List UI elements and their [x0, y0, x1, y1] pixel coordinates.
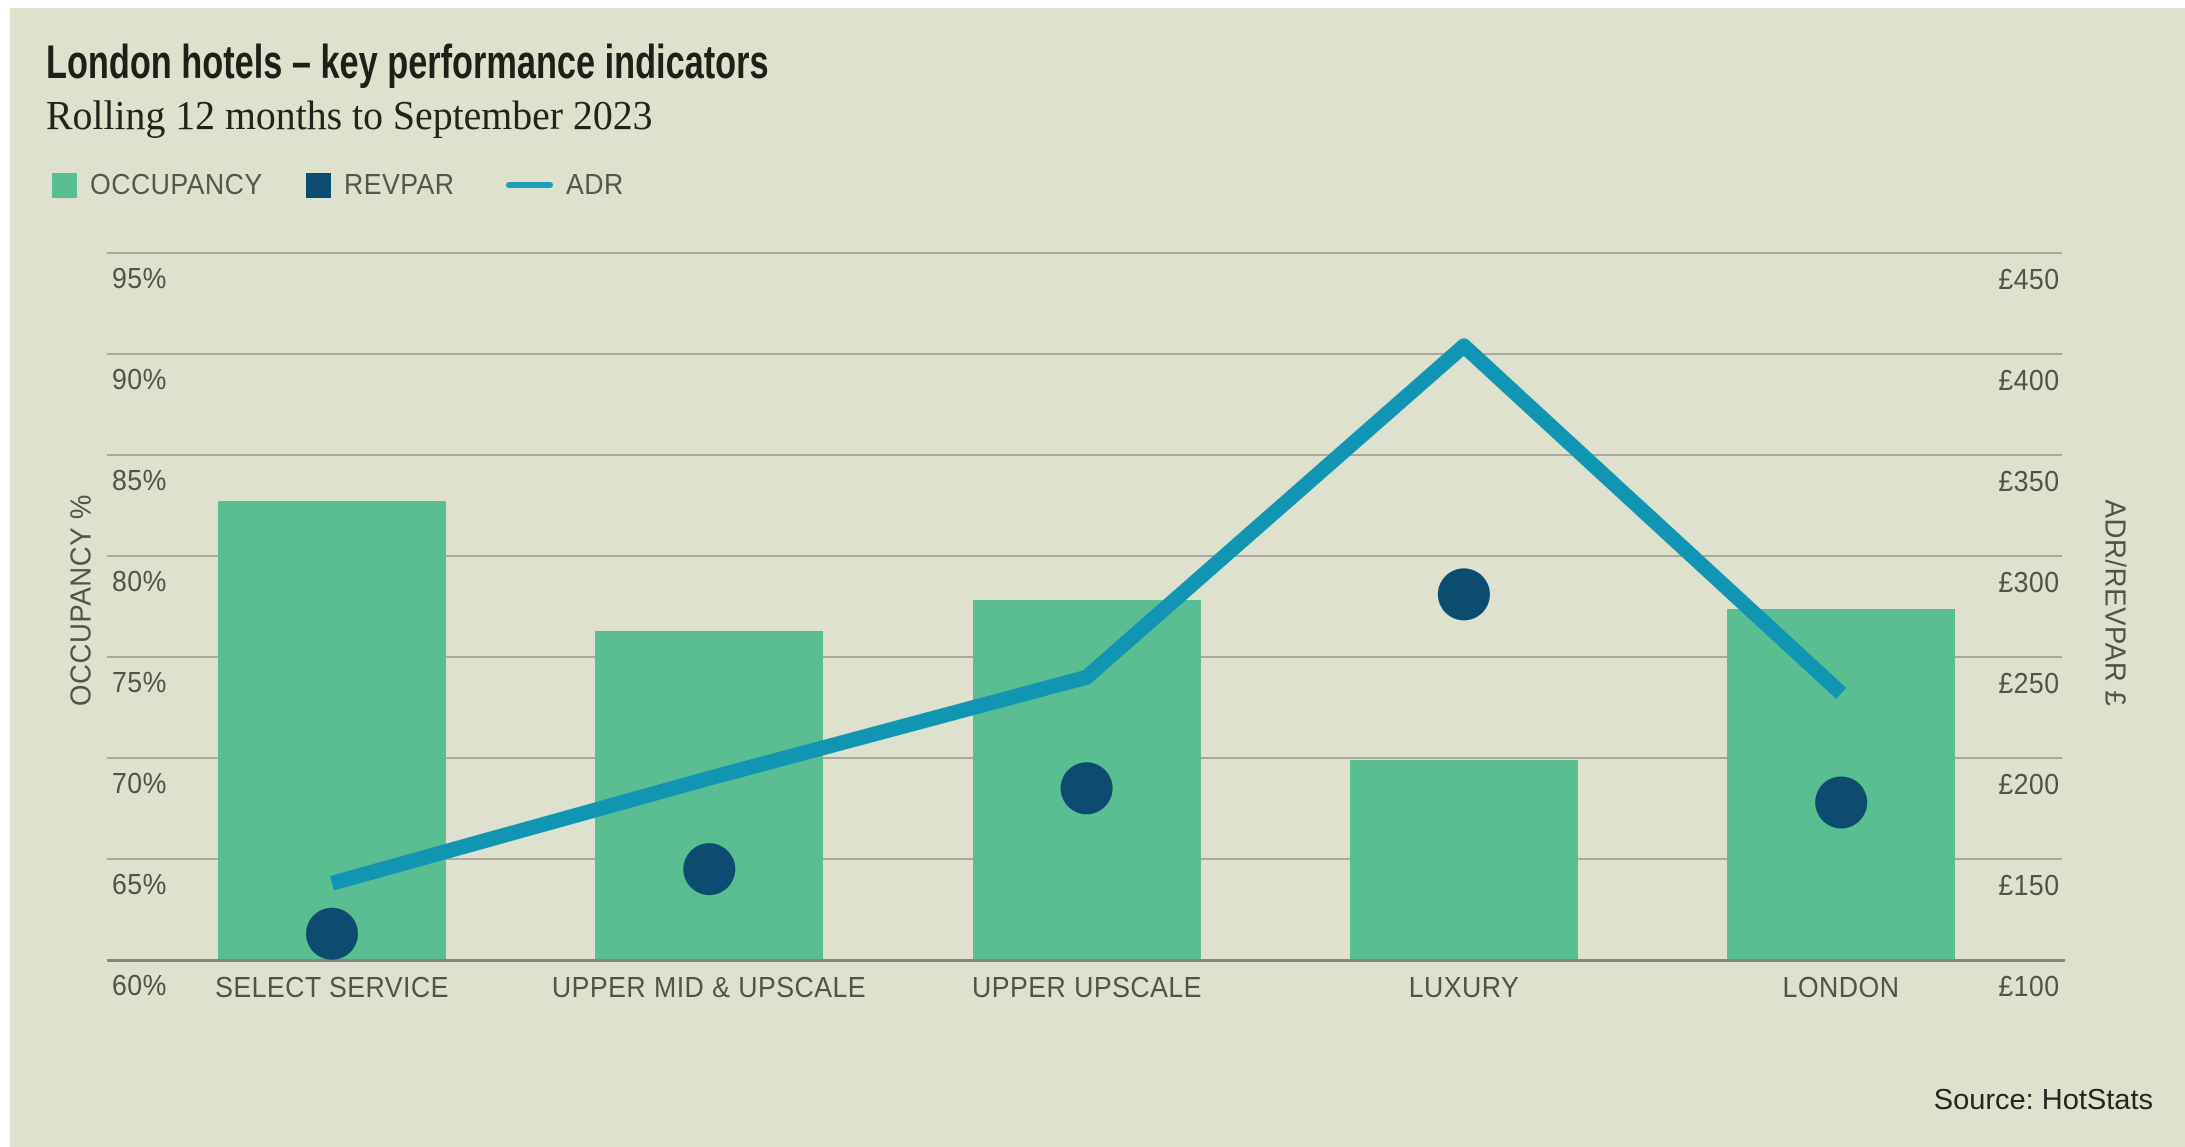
right-axis-tick: £100	[1998, 971, 2060, 1003]
right-axis-tick: £300	[1998, 567, 2060, 599]
legend-item-revpar: REVPAR	[305, 168, 464, 202]
revpar-dot	[683, 843, 736, 896]
right-axis-tick: £350	[1998, 466, 2060, 498]
left-axis-tick: 90%	[112, 364, 167, 396]
right-axis-tick: £250	[1998, 668, 2060, 700]
revpar-dot	[1060, 762, 1113, 815]
legend-label-occupancy: OCCUPANCY	[90, 168, 263, 201]
left-axis-tick: 95%	[112, 263, 167, 295]
source-note: Source: HotStats	[1933, 1084, 2153, 1116]
category-label: SELECT SERVICE	[215, 972, 449, 1004]
gridline	[107, 454, 2062, 456]
category-label: UPPER UPSCALE	[971, 972, 1202, 1004]
category-label: UPPER MID & UPSCALE	[552, 972, 867, 1004]
gridline	[107, 353, 2062, 355]
x-axis-line	[107, 959, 2065, 962]
chart-title: London hotels – key performance indicato…	[46, 35, 769, 88]
occupancy-swatch-icon	[52, 172, 77, 198]
gridline	[107, 555, 2062, 557]
left-axis-tick: 70%	[112, 768, 167, 800]
left-axis-tick: 85%	[112, 465, 167, 497]
left-axis-tick: 65%	[112, 869, 167, 901]
legend-label-adr: ADR	[565, 168, 624, 201]
right-axis-tick: £400	[1998, 365, 2060, 397]
category-label: LONDON	[1782, 972, 1900, 1004]
legend: OCCUPANCY REVPAR ADR	[52, 169, 629, 201]
left-axis-tick: 60%	[112, 970, 167, 1002]
category-label: LUXURY	[1408, 972, 1520, 1004]
occupancy-bar	[218, 501, 446, 960]
right-axis-tick: £150	[1998, 870, 2060, 902]
revpar-dot	[1437, 568, 1490, 621]
legend-item-occupancy: OCCUPANCY	[52, 169, 278, 202]
left-axis-tick: 80%	[112, 566, 167, 598]
adr-line-swatch-icon	[505, 182, 553, 188]
revpar-swatch-icon	[305, 172, 331, 198]
gridline	[107, 252, 2062, 254]
right-axis-tick: £450	[1998, 264, 2060, 296]
legend-label-revpar: REVPAR	[343, 168, 455, 201]
adr-line	[329, 338, 1847, 891]
occupancy-bar	[1349, 760, 1578, 960]
legend-item-adr: ADR	[505, 168, 629, 202]
left-axis-tick: 75%	[112, 667, 167, 699]
revpar-dot	[306, 907, 358, 960]
chart-subtitle: Rolling 12 months to September 2023	[46, 92, 653, 138]
revpar-dot	[1815, 776, 1868, 829]
right-axis-tick: £200	[1998, 769, 2060, 801]
